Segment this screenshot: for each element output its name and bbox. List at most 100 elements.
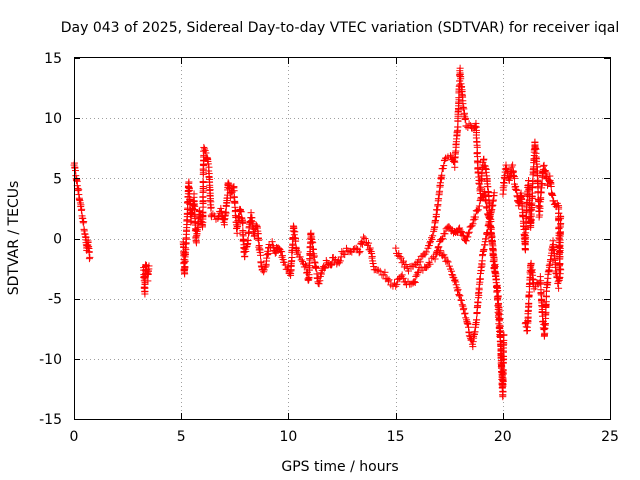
data-point xyxy=(482,168,490,176)
data-point xyxy=(428,235,436,243)
data-point xyxy=(477,263,485,271)
data-point xyxy=(437,247,445,255)
data-point xyxy=(355,249,363,257)
data-point xyxy=(462,114,470,122)
data-point xyxy=(557,213,565,221)
data-point xyxy=(460,232,468,240)
data-point xyxy=(414,269,422,277)
data-point xyxy=(432,216,440,224)
data-point xyxy=(78,205,86,213)
data-point xyxy=(200,143,208,151)
data-point xyxy=(414,268,422,276)
data-point xyxy=(434,243,442,251)
data-point xyxy=(437,174,445,182)
data-point xyxy=(541,166,549,174)
data-point xyxy=(356,247,364,255)
data-point xyxy=(217,204,225,212)
data-point xyxy=(320,264,328,272)
data-point xyxy=(268,238,276,246)
data-point xyxy=(439,235,447,243)
data-point xyxy=(457,228,465,236)
data-point xyxy=(428,234,436,242)
data-point xyxy=(271,249,279,257)
y-axis-label: SDTVAR / TECUs xyxy=(6,181,22,296)
data-point xyxy=(320,263,328,271)
data-point xyxy=(241,252,249,260)
data-point xyxy=(473,316,481,324)
data-point xyxy=(192,239,200,247)
data-point xyxy=(144,277,152,285)
data-point xyxy=(465,332,473,340)
y-tick-label: 15 xyxy=(44,51,62,67)
y-tick-label: 10 xyxy=(44,111,62,127)
data-point xyxy=(339,249,347,257)
data-point xyxy=(337,253,345,261)
data-points xyxy=(70,64,565,401)
data-point xyxy=(443,257,451,265)
data-point xyxy=(338,247,346,255)
data-point xyxy=(446,152,454,160)
x-tick-label: 10 xyxy=(279,429,297,445)
data-point xyxy=(316,277,324,285)
data-point xyxy=(402,261,410,269)
data-point xyxy=(292,237,300,245)
data-point xyxy=(310,252,318,260)
data-point xyxy=(444,258,452,266)
data-point xyxy=(365,239,373,247)
data-point xyxy=(539,162,547,170)
data-point xyxy=(359,240,367,248)
data-point xyxy=(547,182,555,190)
data-point xyxy=(230,187,238,195)
data-point xyxy=(181,264,189,272)
data-point xyxy=(77,201,85,209)
data-point xyxy=(428,254,436,262)
data-point xyxy=(537,188,545,196)
data-point xyxy=(205,163,213,171)
data-point xyxy=(477,183,485,191)
data-point xyxy=(479,250,487,258)
x-tick-label: 15 xyxy=(387,429,405,445)
data-point xyxy=(404,267,412,275)
data-point xyxy=(555,284,563,292)
data-point xyxy=(393,280,401,288)
data-point xyxy=(557,266,565,274)
data-point xyxy=(431,255,439,263)
data-point xyxy=(440,162,448,170)
data-point xyxy=(527,260,535,268)
data-point xyxy=(540,161,548,169)
data-point xyxy=(425,258,433,266)
data-point xyxy=(257,251,265,259)
data-point xyxy=(474,168,482,176)
data-point xyxy=(384,277,392,285)
y-tick-labels: 15 10 5 0 -5 -10 -15 xyxy=(39,51,62,428)
data-point xyxy=(410,278,418,286)
data-point xyxy=(464,320,472,328)
data-point xyxy=(396,253,404,261)
data-point xyxy=(471,213,479,221)
data-point xyxy=(237,208,245,216)
data-point xyxy=(456,224,464,232)
y-tick-label: -5 xyxy=(48,292,62,308)
data-point xyxy=(399,274,407,282)
data-point xyxy=(226,194,234,202)
data-point xyxy=(482,235,490,243)
data-point xyxy=(455,291,463,299)
data-point xyxy=(291,228,299,236)
data-point xyxy=(495,303,503,311)
data-point xyxy=(341,251,349,259)
data-point xyxy=(317,270,325,278)
data-point xyxy=(457,296,465,304)
x-tick-label: 5 xyxy=(177,429,186,445)
data-point xyxy=(80,227,88,235)
data-point xyxy=(555,203,563,211)
data-point xyxy=(199,178,207,186)
data-point xyxy=(489,250,497,258)
data-point xyxy=(294,248,302,256)
data-point xyxy=(145,262,153,270)
data-point xyxy=(515,199,523,207)
data-point xyxy=(352,244,360,252)
data-point xyxy=(255,236,263,244)
data-point xyxy=(302,263,310,271)
data-point xyxy=(86,253,94,261)
